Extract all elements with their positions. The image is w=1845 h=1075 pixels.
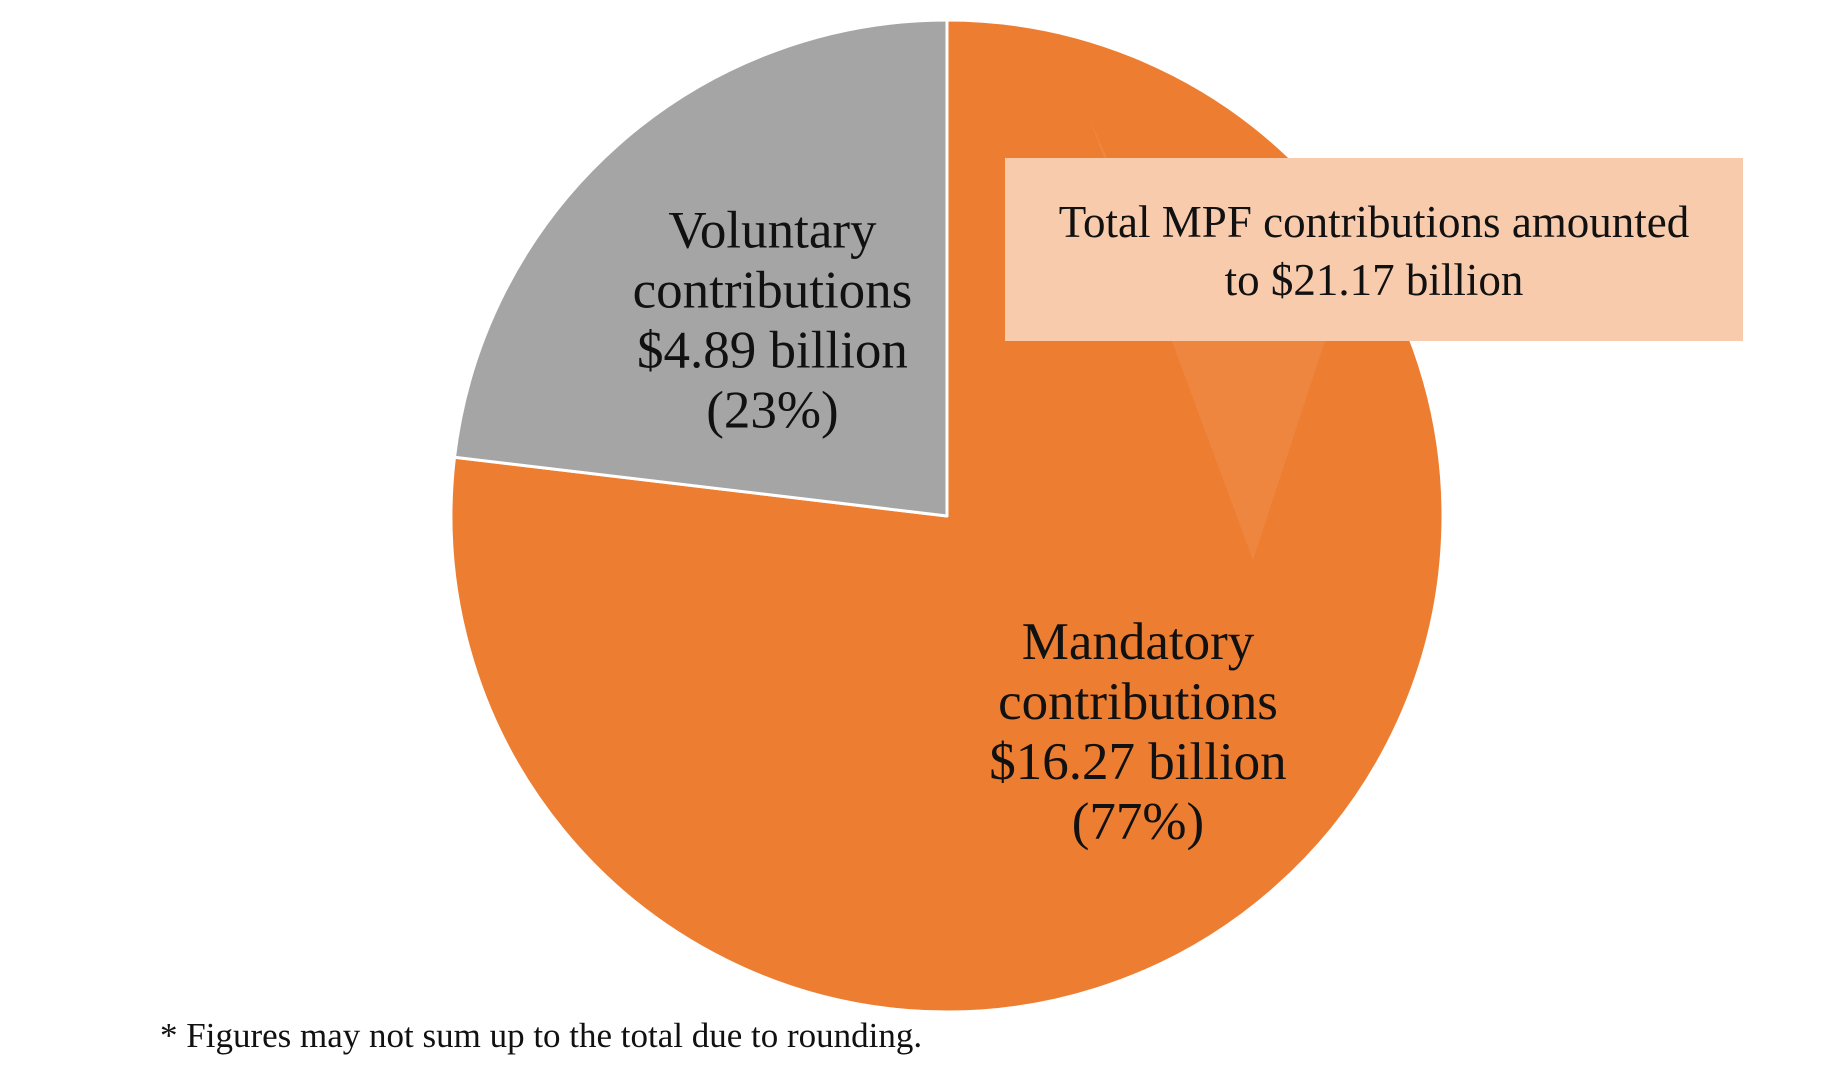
callout-box <box>1005 158 1743 341</box>
callout-line: Total MPF contributions amounted <box>1059 197 1690 247</box>
pie-slice-voluntary <box>452 18 949 518</box>
slice-label-line: $4.89 billion <box>637 321 908 379</box>
slice-label-mandatory: Mandatory contributions $16.27 billion (77%… <box>989 613 1286 851</box>
slice-label-line: Voluntary <box>668 201 877 259</box>
slice-label-line: (23%) <box>706 381 838 439</box>
slice-label-line: $16.27 billion <box>989 733 1286 791</box>
callout-line: to $21.17 billion <box>1225 255 1524 305</box>
slice-label-line: contributions <box>633 261 913 319</box>
slice-label-voluntary: Voluntary contributions $4.89 billion (23%) <box>633 201 913 439</box>
slice-label-line: contributions <box>998 673 1278 731</box>
slice-label-line: Mandatory <box>1022 613 1255 671</box>
callout-pointer <box>1090 120 1325 560</box>
callout-text: Total MPF contributions amounted to $21.1… <box>1059 197 1690 305</box>
total-callout: Total MPF contributions amounted to $21.1… <box>1005 120 1743 560</box>
slice-labels: Mandatory contributions $16.27 billion (77%… <box>633 201 1287 851</box>
slice-label-line: (77%) <box>1072 793 1204 851</box>
footnote: * Figures may not sum up to the total du… <box>160 1016 923 1055</box>
